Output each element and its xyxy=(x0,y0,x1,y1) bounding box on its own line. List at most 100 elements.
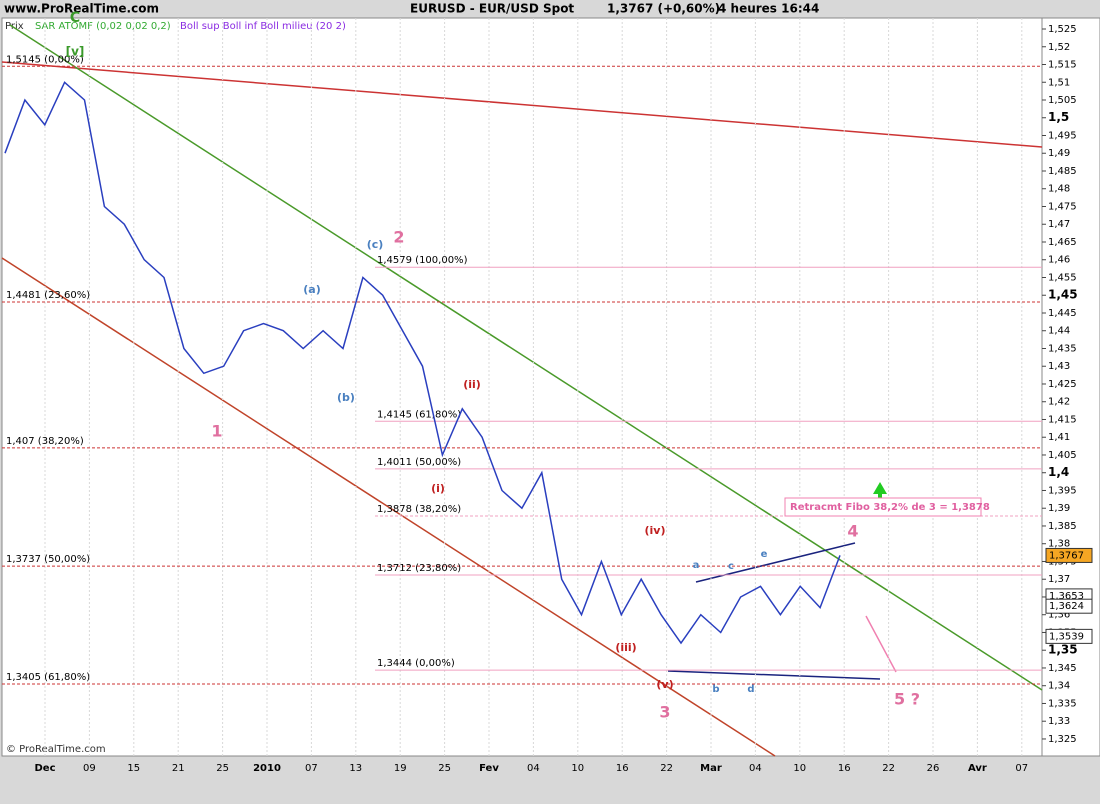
price-tag-label: 1,3624 xyxy=(1049,601,1084,612)
y-tick-label: 1,38 xyxy=(1048,539,1070,550)
wave-label: a xyxy=(693,560,700,571)
y-tick-label: 1,4 xyxy=(1048,465,1069,479)
x-tick-label: 19 xyxy=(394,763,407,774)
wave-label: (iii) xyxy=(615,641,636,654)
wave-label: c xyxy=(728,561,734,572)
fib-label: 1,3878 (38,20%) xyxy=(377,504,461,515)
y-tick-label: 1,425 xyxy=(1048,379,1077,390)
price-tag xyxy=(1045,547,1093,563)
x-tick-label: 10 xyxy=(571,763,584,774)
y-tick-label: 1,46 xyxy=(1048,255,1070,266)
x-tick-label: 07 xyxy=(1015,763,1028,774)
wave-label: (v) xyxy=(656,678,673,691)
wave-label: e xyxy=(761,549,768,560)
y-tick-label: 1,515 xyxy=(1048,60,1077,71)
y-tick-label: 1,44 xyxy=(1048,326,1070,337)
indicator-label: Boll sup Boll inf Boll milieu (20 2) xyxy=(180,21,346,32)
y-tick-label: 1,385 xyxy=(1048,521,1077,532)
wave-label: d xyxy=(747,684,754,695)
x-tick-label: 16 xyxy=(838,763,851,774)
period: 4 heures 16:44 xyxy=(718,2,819,16)
trend-line xyxy=(695,542,856,583)
wave-label: C xyxy=(70,10,80,26)
fib-label: 1,407 (38,20%) xyxy=(6,436,84,447)
x-tick-label: 09 xyxy=(83,763,96,774)
x-tick-label: Mar xyxy=(700,763,722,774)
fib-label: 1,3405 (61,80%) xyxy=(6,672,90,683)
price-tag xyxy=(1045,598,1093,614)
wave-label: (c) xyxy=(367,238,384,251)
x-tick-label: 04 xyxy=(527,763,540,774)
trend-lines xyxy=(1,24,1043,757)
fib-label: 1,3737 (50,00%) xyxy=(6,554,90,565)
price-tag-label: 1,3539 xyxy=(1049,631,1084,642)
y-tick-label: 1,445 xyxy=(1048,308,1077,319)
price-tag-label: 1,3767 xyxy=(1049,550,1084,561)
y-tick-label: 1,465 xyxy=(1048,237,1077,248)
price-tag-label: 1,3653 xyxy=(1049,591,1084,602)
x-tick-label: 22 xyxy=(882,763,895,774)
x-tick-label: Avr xyxy=(968,763,987,774)
plot-area xyxy=(1,17,1043,757)
x-tick-label: 04 xyxy=(749,763,762,774)
site: www.ProRealTime.com xyxy=(4,2,159,16)
title: EURUSD - EUR/USD Spot xyxy=(410,2,574,16)
wave-label: 4 xyxy=(847,522,858,541)
trend-line xyxy=(667,670,881,680)
x-tick-label: Fev xyxy=(479,763,499,774)
y-tick-label: 1,33 xyxy=(1048,716,1070,727)
wave-label: [v] xyxy=(66,45,85,59)
x-tick-label: 10 xyxy=(793,763,806,774)
y-tick-label: 1,49 xyxy=(1048,148,1070,159)
x-tick-label: 25 xyxy=(216,763,229,774)
x-tick-label: 2010 xyxy=(253,763,281,774)
wave-label: (iv) xyxy=(645,524,666,537)
fib-label: 1,3712 (23,80%) xyxy=(377,563,461,574)
x-tick-label: 16 xyxy=(616,763,629,774)
trend-line xyxy=(1,257,776,757)
fib-label: 1,4145 (61,80%) xyxy=(377,409,461,420)
x-tick-label: 13 xyxy=(349,763,362,774)
y-tick-label: 1,36 xyxy=(1048,610,1070,621)
footer: © ProRealTime.com xyxy=(6,744,106,755)
y-tick-label: 1,405 xyxy=(1048,450,1077,461)
y-tick-label: 1,37 xyxy=(1048,574,1070,585)
y-tick-label: 1,335 xyxy=(1048,698,1077,709)
x-tick-label: 25 xyxy=(438,763,451,774)
y-tick-label: 1,435 xyxy=(1048,343,1077,354)
x-tick-label: Dec xyxy=(34,763,55,774)
axis-label: Prix xyxy=(5,21,24,32)
price-tag xyxy=(1045,628,1093,644)
x-tick-label: 15 xyxy=(127,763,140,774)
y-tick-label: 1,475 xyxy=(1048,201,1077,212)
y-tick-label: 1,41 xyxy=(1048,432,1070,443)
y-tick-label: 1,34 xyxy=(1048,681,1070,692)
y-tick-label: 1,505 xyxy=(1048,95,1077,106)
arrow xyxy=(865,615,897,673)
wave-label: 3 xyxy=(659,703,670,722)
x-tick-label: 22 xyxy=(660,763,673,774)
x-tick-label: 07 xyxy=(305,763,318,774)
wave-label: (ii) xyxy=(463,378,481,391)
wave-label: (i) xyxy=(431,482,445,495)
trend-line xyxy=(1,61,1043,148)
y-tick-label: 1,35 xyxy=(1048,643,1078,657)
y-tick-label: 1,525 xyxy=(1048,24,1077,35)
y-tick-label: 1,47 xyxy=(1048,219,1070,230)
y-tick-label: 1,48 xyxy=(1048,184,1070,195)
y-tick-label: 1,39 xyxy=(1048,503,1070,514)
x-tick-label: 26 xyxy=(927,763,940,774)
y-tick-label: 1,42 xyxy=(1048,397,1070,408)
wave-label: b xyxy=(712,684,719,695)
quote: 1,3767 (+0,60%) xyxy=(607,2,720,16)
wave-label: (b) xyxy=(337,391,355,404)
note-box xyxy=(784,497,982,517)
wave-label: 5 ? xyxy=(894,690,920,709)
y-tick-label: 1,455 xyxy=(1048,272,1077,283)
y-tick-label: 1,45 xyxy=(1048,288,1078,302)
y-tick-label: 1,43 xyxy=(1048,361,1070,372)
price-line xyxy=(4,81,841,645)
fib-label: 1,5145 (0,00%) xyxy=(6,54,84,65)
arrow-up xyxy=(873,482,887,502)
